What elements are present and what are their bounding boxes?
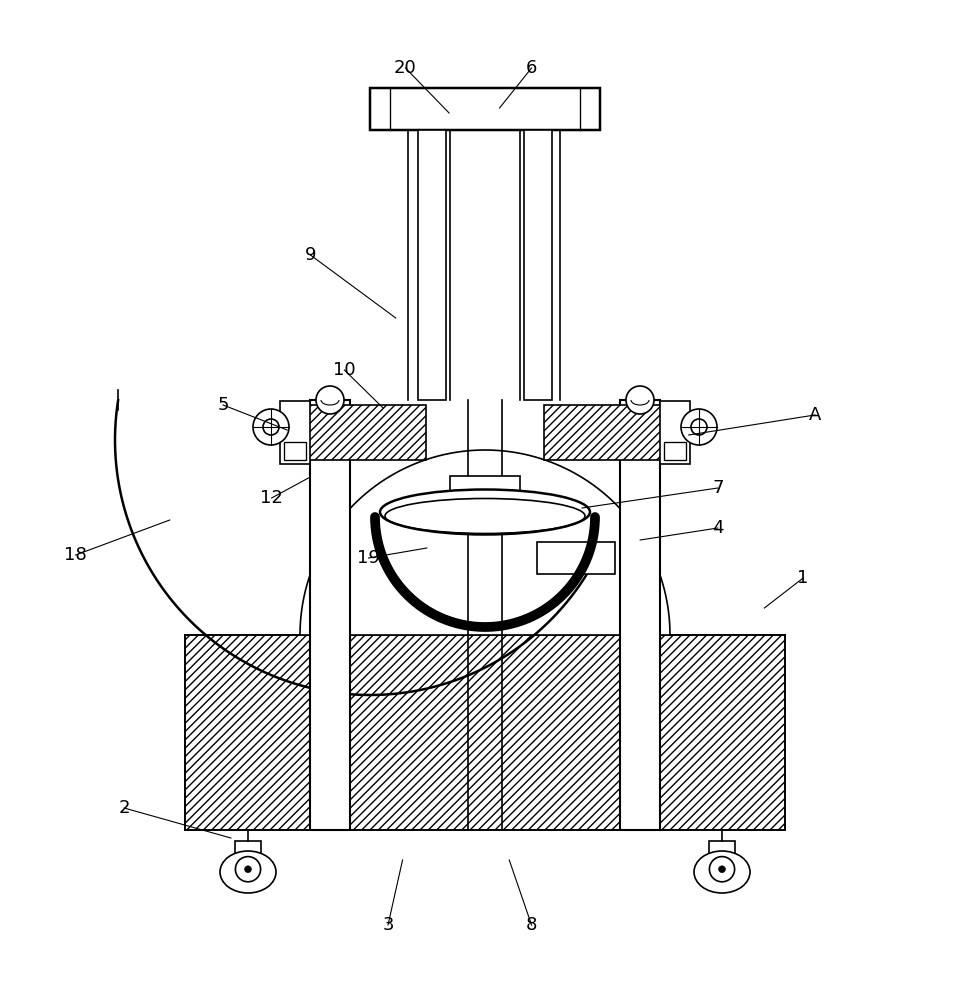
- Text: 20: 20: [393, 59, 417, 77]
- Text: 18: 18: [64, 546, 87, 564]
- Circle shape: [708, 857, 734, 882]
- Text: 7: 7: [711, 479, 723, 497]
- Text: 2: 2: [118, 799, 130, 817]
- Ellipse shape: [380, 489, 589, 534]
- Circle shape: [680, 409, 716, 445]
- Text: 1: 1: [797, 569, 808, 587]
- Bar: [619, 400, 659, 830]
- Circle shape: [263, 419, 279, 435]
- Ellipse shape: [385, 498, 584, 534]
- Bar: [659, 401, 689, 464]
- Bar: [369, 88, 600, 130]
- Wedge shape: [299, 450, 670, 635]
- Circle shape: [235, 857, 261, 882]
- Bar: [664, 442, 685, 460]
- Circle shape: [244, 866, 251, 873]
- Text: A: A: [808, 406, 820, 424]
- Bar: [284, 442, 305, 460]
- Bar: [280, 401, 310, 464]
- Circle shape: [718, 866, 725, 873]
- Bar: [408, 130, 450, 400]
- Ellipse shape: [220, 851, 276, 893]
- Text: 5: 5: [217, 396, 229, 414]
- Bar: [544, 405, 673, 460]
- Bar: [450, 476, 519, 498]
- Text: 10: 10: [332, 361, 356, 379]
- Bar: [523, 130, 551, 400]
- Text: 19: 19: [357, 549, 380, 567]
- Circle shape: [690, 419, 706, 435]
- Circle shape: [625, 386, 653, 414]
- Bar: [310, 400, 350, 830]
- Text: 8: 8: [525, 916, 537, 934]
- Text: 4: 4: [711, 519, 723, 537]
- Bar: [708, 841, 734, 855]
- Circle shape: [253, 409, 289, 445]
- Text: 3: 3: [382, 916, 393, 934]
- Bar: [296, 405, 425, 460]
- Bar: [418, 130, 446, 400]
- Bar: [185, 635, 784, 830]
- Text: 9: 9: [304, 246, 316, 264]
- Ellipse shape: [693, 851, 749, 893]
- Text: 6: 6: [525, 59, 537, 77]
- Bar: [235, 841, 261, 855]
- Text: 12: 12: [260, 489, 283, 507]
- Bar: [537, 542, 614, 574]
- Circle shape: [316, 386, 344, 414]
